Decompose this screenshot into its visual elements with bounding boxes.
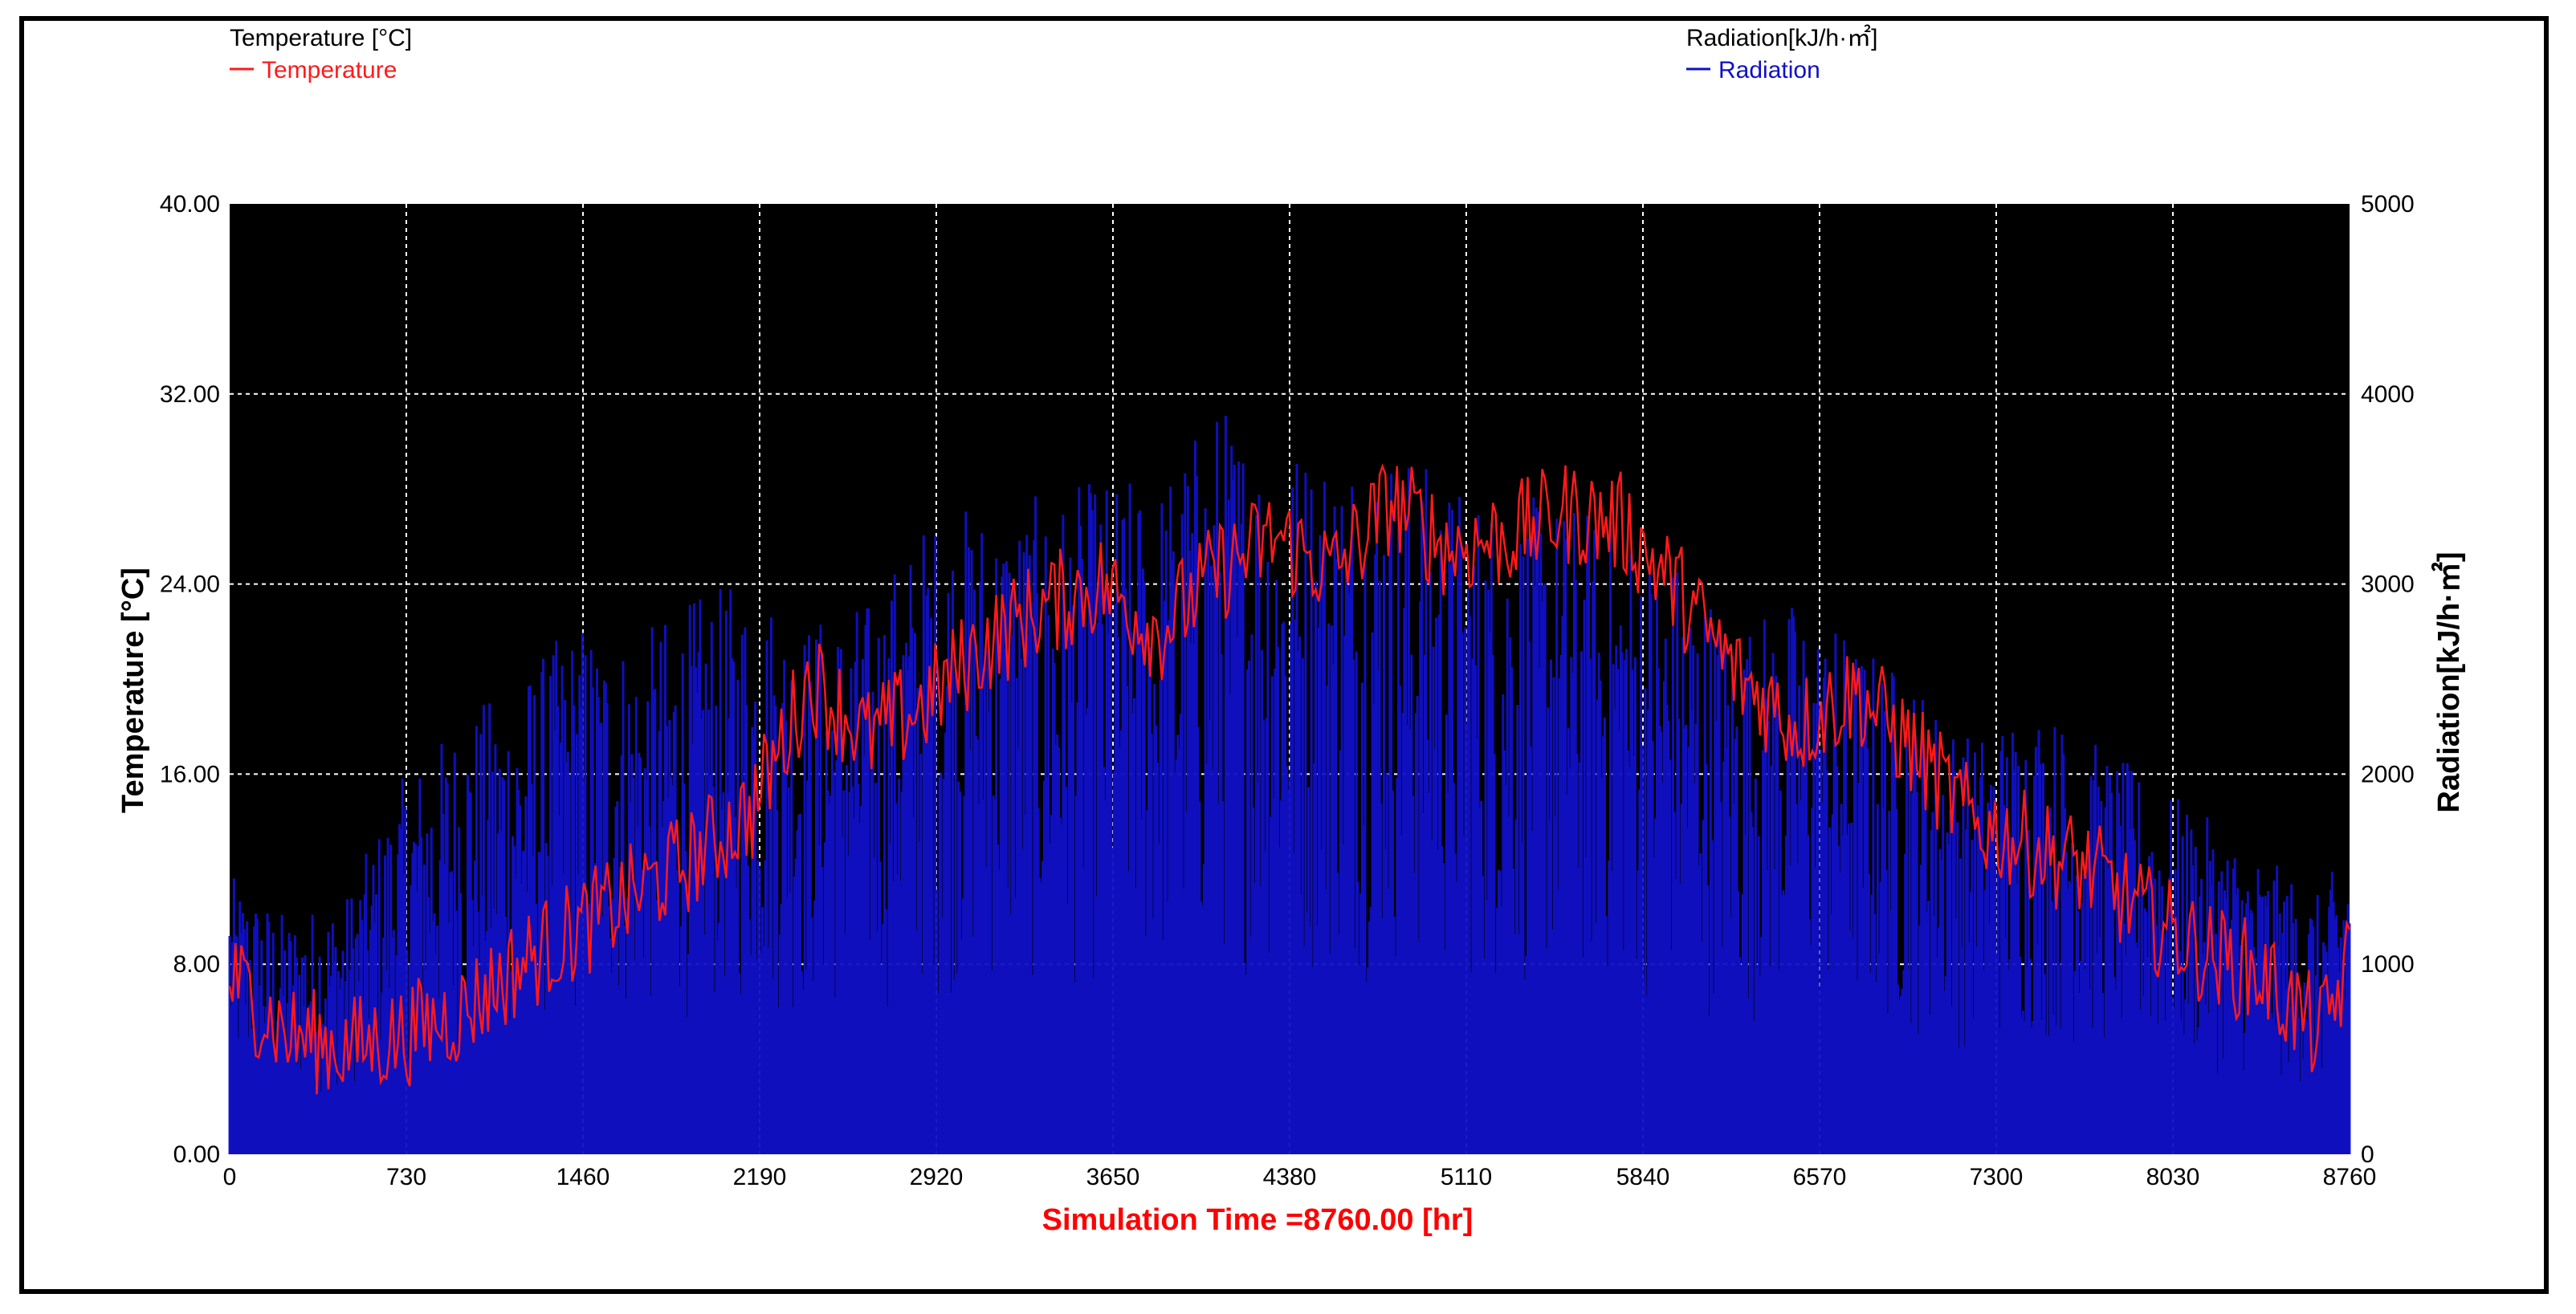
x-tick-label: 4380 <box>1263 1164 1317 1190</box>
y-right-tick-label: 1000 <box>2361 951 2415 978</box>
x-tick-label: 8030 <box>2146 1164 2200 1190</box>
y-left-tick-label: 0.00 <box>173 1141 220 1168</box>
y-left-tick-label: 32.00 <box>160 381 220 408</box>
y-left-axis-ticks: 0.00 8.00 16.00 24.00 32.00 40.00 <box>160 191 220 1168</box>
y-left-tick-label: 16.00 <box>160 761 220 787</box>
radiation-spikes <box>228 416 2351 1154</box>
x-axis-ticks: 0 730 1460 2190 2920 3650 4380 5110 5840 6570 7300… <box>223 1164 2377 1190</box>
y-left-tick-label: 8.00 <box>173 951 220 978</box>
y-right-tick-label: 2000 <box>2361 761 2415 787</box>
x-tick-label: 2190 <box>733 1164 787 1190</box>
y-right-axis-title: Radiation[kJ/h·㎡] <box>2431 551 2466 812</box>
y-right-tick-label: 3000 <box>2361 572 2415 598</box>
temperature-series-line <box>228 463 2351 1095</box>
x-tick-label: 1460 <box>556 1164 610 1190</box>
legend-left-title: Temperature [°C] <box>230 25 412 51</box>
y-left-tick-label: 24.00 <box>160 572 220 598</box>
legend-temperature-label: Temperature <box>262 57 397 83</box>
x-tick-label: 5840 <box>1616 1164 1670 1190</box>
x-tick-label: 0 <box>223 1164 237 1190</box>
radiation-series <box>228 416 2351 1154</box>
x-axis-title: Simulation Time =8760.00 [hr] <box>1042 1203 1473 1237</box>
x-tick-label: 3650 <box>1086 1164 1140 1190</box>
legend-radiation-label: Radiation <box>1718 57 1820 83</box>
x-tick-label: 730 <box>386 1164 426 1190</box>
legend-right-title: Radiation[kJ/h·㎡] <box>1686 25 1877 51</box>
y-right-tick-label: 0 <box>2361 1141 2374 1168</box>
x-tick-label: 8760 <box>2323 1164 2377 1190</box>
y-right-tick-label: 5000 <box>2361 191 2415 218</box>
y-left-tick-label: 40.00 <box>160 191 220 218</box>
x-tick-label: 2920 <box>910 1164 964 1190</box>
x-tick-label: 7300 <box>1970 1164 2024 1190</box>
x-tick-label: 5110 <box>1441 1164 1493 1190</box>
y-right-tick-label: 4000 <box>2361 381 2415 408</box>
x-tick-label: 6570 <box>1793 1164 1847 1190</box>
y-right-axis-ticks: 0 1000 2000 3000 4000 5000 <box>2361 191 2415 1168</box>
y-left-axis-title: Temperature [°C] <box>116 568 150 813</box>
